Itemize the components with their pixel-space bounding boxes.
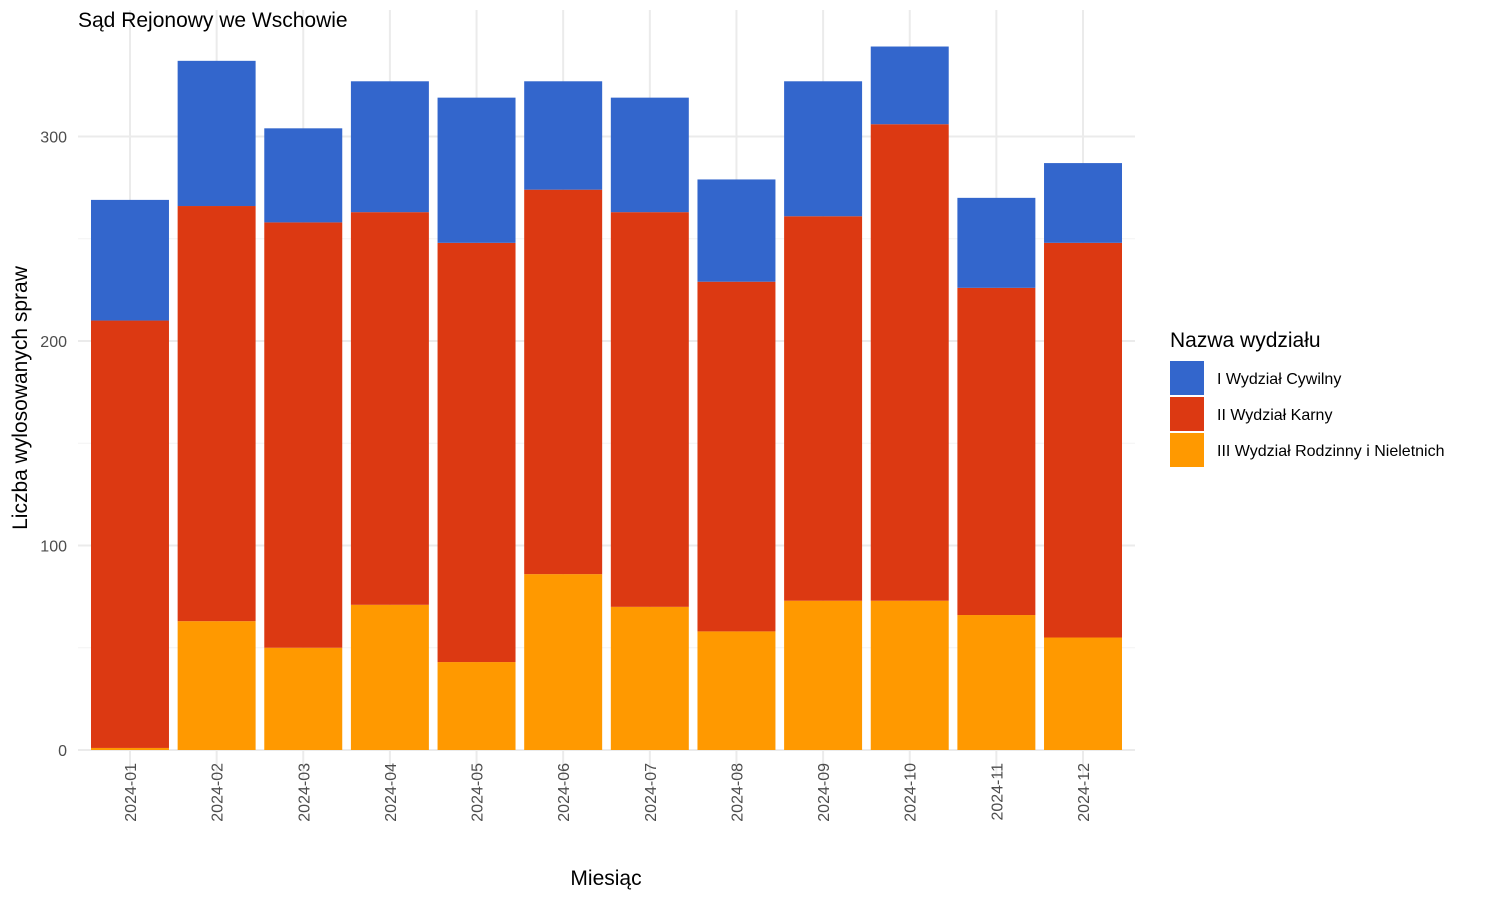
bar-segment bbox=[610, 606, 689, 750]
bar-segment bbox=[784, 600, 863, 750]
legend: Nazwa wydziału I Wydział Cywilny II Wydzi… bbox=[1170, 329, 1445, 467]
legend-swatch bbox=[1170, 433, 1204, 467]
y-tick-label: 200 bbox=[40, 334, 67, 351]
bar-segment bbox=[784, 81, 863, 217]
bar-segment bbox=[177, 206, 256, 622]
chart-title: Sąd Rejonowy we Wschowie bbox=[78, 9, 348, 32]
bar-segment bbox=[870, 600, 949, 750]
bar-segment bbox=[784, 216, 863, 601]
x-tick-label: 2024-01 bbox=[123, 763, 140, 822]
bar-segment bbox=[1044, 637, 1123, 750]
bar-segment bbox=[524, 574, 603, 750]
x-tick-label: 2024-03 bbox=[296, 763, 313, 822]
legend-label: II Wydział Karny bbox=[1217, 407, 1332, 424]
x-tick-label: 2024-09 bbox=[816, 763, 833, 822]
x-tick-label: 2024-06 bbox=[556, 763, 573, 822]
bar-segment bbox=[264, 222, 343, 648]
y-axis-ticks: 0 100 200 300 bbox=[40, 130, 67, 761]
bar-segment bbox=[697, 631, 776, 750]
bar-segment bbox=[264, 128, 343, 223]
legend-swatch bbox=[1170, 397, 1204, 431]
bar-segment bbox=[697, 179, 776, 282]
bar-segment bbox=[957, 287, 1036, 616]
x-tick-label: 2024-04 bbox=[383, 763, 400, 822]
bar-segment bbox=[610, 97, 689, 213]
bar-segment bbox=[350, 81, 429, 213]
bar-segment bbox=[90, 747, 169, 750]
legend-label: III Wydział Rodzinny i Nieletnich bbox=[1217, 443, 1445, 460]
legend-swatch bbox=[1170, 361, 1204, 395]
bar-segment bbox=[350, 604, 429, 750]
bar-segment bbox=[90, 199, 169, 321]
bar-segment bbox=[437, 242, 516, 663]
bar-segment bbox=[524, 81, 603, 190]
y-tick-label: 100 bbox=[40, 539, 67, 556]
x-tick-label: 2024-12 bbox=[1076, 763, 1093, 822]
legend-title: Nazwa wydziału bbox=[1170, 329, 1321, 352]
bar-segment bbox=[177, 621, 256, 750]
bar-segment bbox=[957, 197, 1036, 288]
bars bbox=[90, 46, 1123, 750]
x-tick-label: 2024-11 bbox=[989, 763, 1006, 821]
bar-segment bbox=[90, 320, 169, 748]
bar-segment bbox=[697, 281, 776, 632]
x-tick-label: 2024-02 bbox=[210, 763, 227, 822]
y-axis-title: Liczba wylosowanych spraw bbox=[9, 265, 32, 530]
x-tick-label: 2024-10 bbox=[903, 763, 920, 822]
x-tick-label: 2024-07 bbox=[643, 763, 660, 822]
legend-label: I Wydział Cywilny bbox=[1217, 371, 1341, 388]
bar-segment bbox=[177, 60, 256, 207]
bar-segment bbox=[870, 46, 949, 125]
bar-segment bbox=[1044, 242, 1123, 638]
x-axis-title: Miesiąc bbox=[570, 867, 641, 890]
y-tick-label: 300 bbox=[40, 130, 67, 147]
bar-segment bbox=[437, 662, 516, 750]
bar-segment bbox=[957, 615, 1036, 750]
bar-segment bbox=[350, 212, 429, 605]
bar-segment bbox=[264, 647, 343, 750]
x-tick-label: 2024-05 bbox=[470, 763, 487, 822]
x-axis-ticks: 2024-01 2024-02 2024-03 2024-04 2024-05 2024-… bbox=[123, 763, 1093, 822]
bar-segment bbox=[870, 124, 949, 601]
x-tick-label: 2024-08 bbox=[729, 763, 746, 822]
bar-segment bbox=[524, 189, 603, 575]
bar-segment bbox=[610, 212, 689, 607]
y-tick-label: 0 bbox=[58, 743, 67, 760]
bar-segment bbox=[1044, 163, 1123, 243]
bar-segment bbox=[437, 97, 516, 243]
